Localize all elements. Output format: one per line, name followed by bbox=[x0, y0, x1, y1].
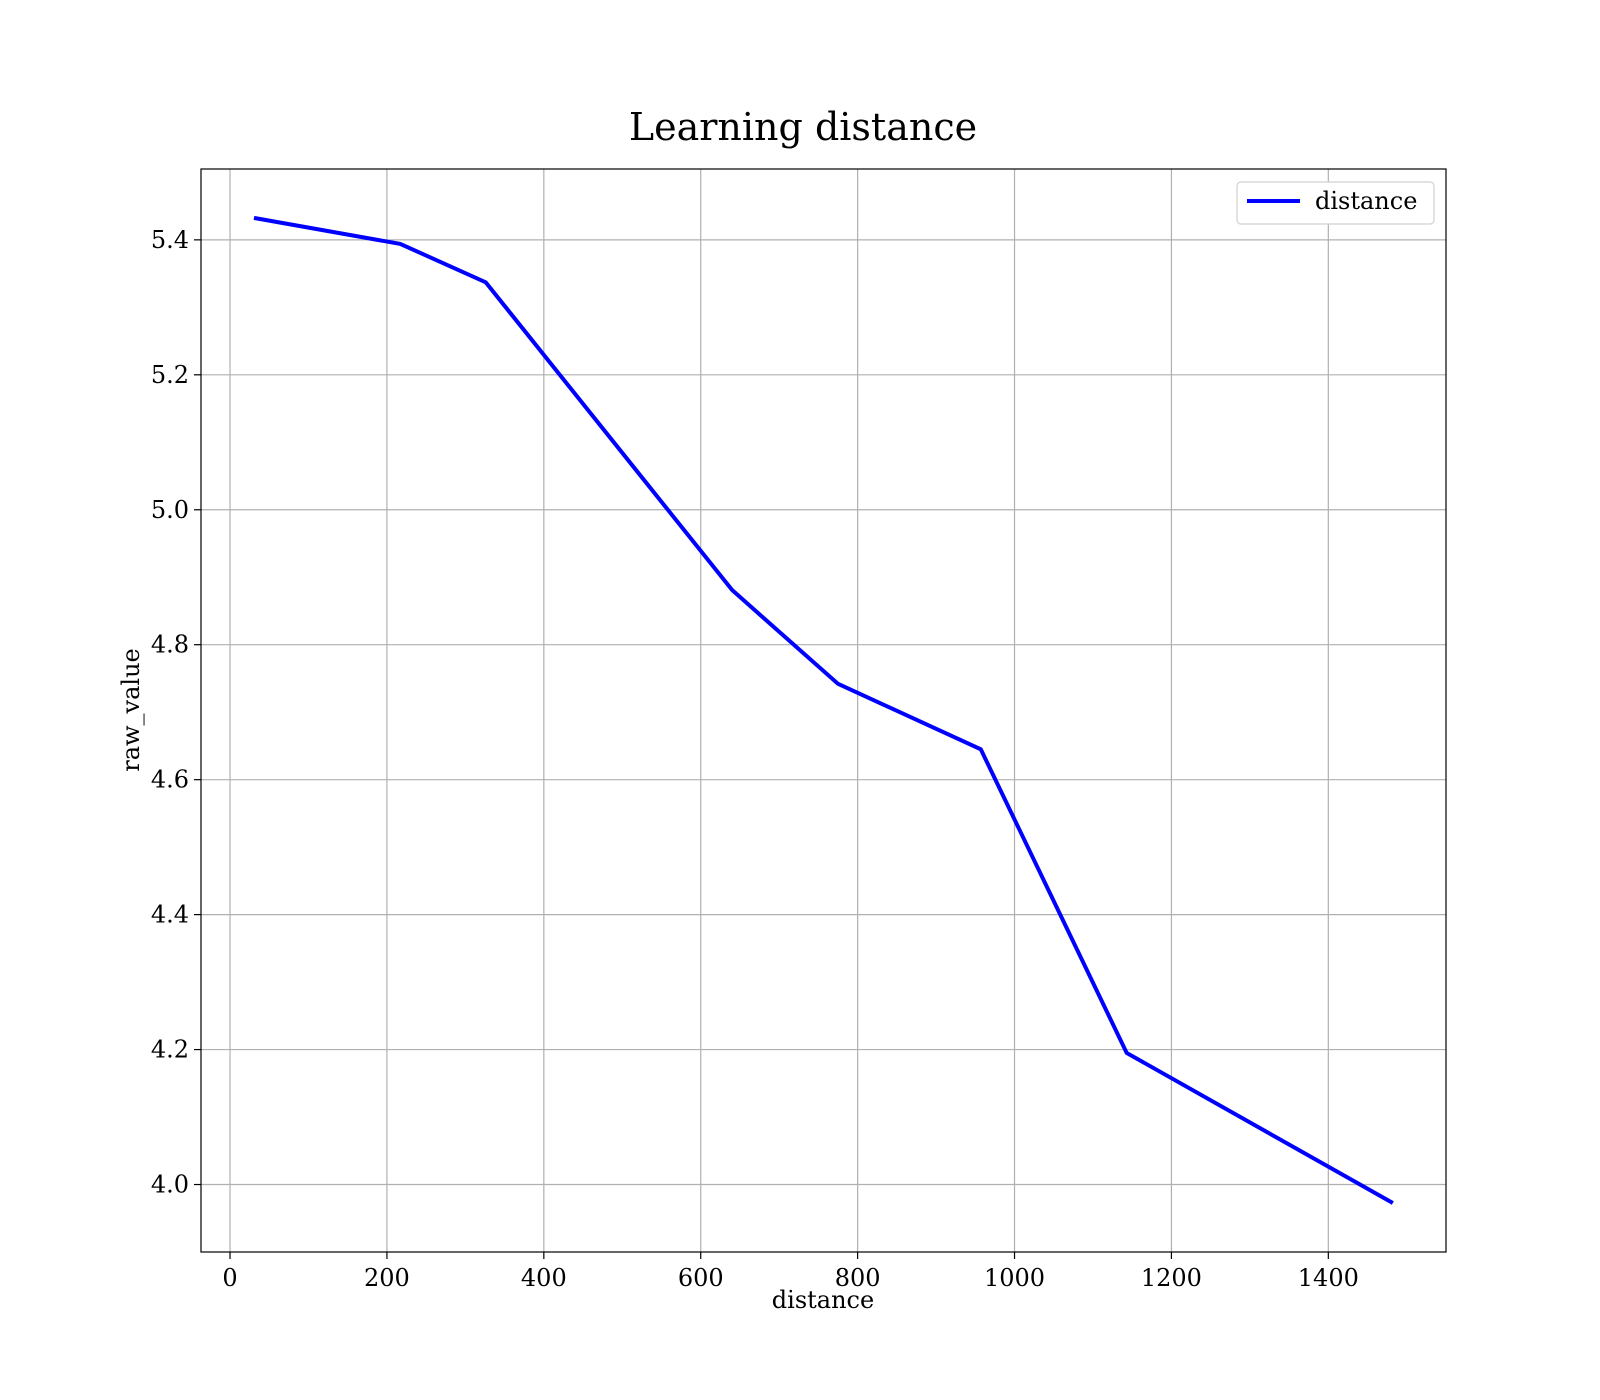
x-tick-label: 400 bbox=[521, 1264, 567, 1292]
y-tick-label: 4.0 bbox=[151, 1171, 189, 1199]
legend-box bbox=[1236, 181, 1435, 225]
x-tick-label: 1200 bbox=[1141, 1264, 1202, 1292]
plot-frame bbox=[200, 168, 1447, 1253]
x-tick-label: 200 bbox=[364, 1264, 410, 1292]
series-layer bbox=[253, 215, 1394, 1205]
y-tick-label: 4.8 bbox=[151, 631, 189, 659]
y-axis-title: raw_value bbox=[117, 648, 145, 772]
x-tick-label: 1000 bbox=[984, 1264, 1045, 1292]
x-tick-label: 600 bbox=[678, 1264, 724, 1292]
y-tick-label: 5.2 bbox=[151, 361, 189, 389]
legend: distance bbox=[1236, 181, 1435, 225]
y-tick-label: 4.2 bbox=[151, 1036, 189, 1064]
y-tick-label: 5.0 bbox=[151, 496, 189, 524]
y-tick-label: 5.4 bbox=[151, 226, 189, 254]
x-tick-label: 1400 bbox=[1298, 1264, 1359, 1292]
x-tick-label: 800 bbox=[835, 1264, 881, 1292]
ticks: 0 200 400 600 800 1000 1200 1400 4.0 4.2 4.4 4.6 4.8… bbox=[151, 226, 1359, 1292]
chart-title: Learning distance bbox=[629, 105, 977, 149]
y-tick-label: 4.4 bbox=[151, 901, 189, 929]
series-line-distance bbox=[253, 215, 1394, 1205]
y-tick-label: 4.6 bbox=[151, 766, 189, 794]
grid bbox=[201, 169, 1446, 1252]
x-axis-title: distance bbox=[772, 1286, 874, 1314]
x-tick-label: 0 bbox=[222, 1264, 237, 1292]
legend-label: distance bbox=[1315, 187, 1417, 215]
